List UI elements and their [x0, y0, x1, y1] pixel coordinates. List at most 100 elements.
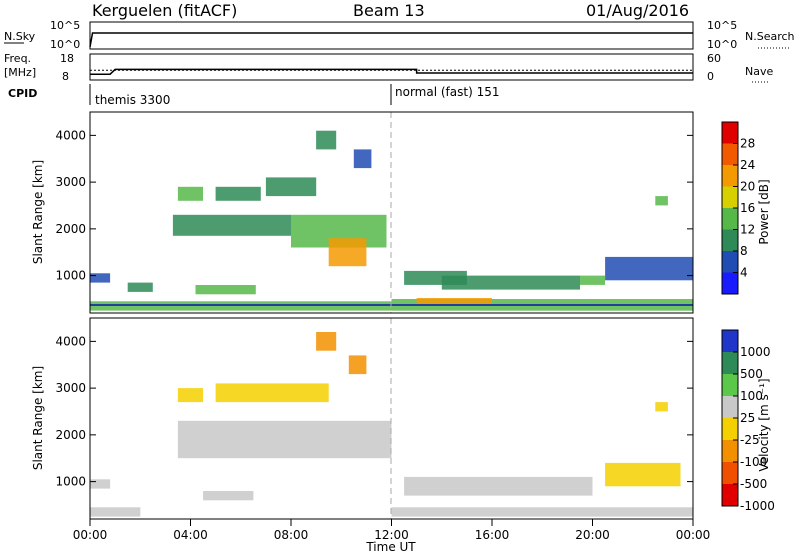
nave-tick-bottom: 0: [707, 70, 714, 83]
velocity-region-10: [605, 462, 681, 487]
power-colorbar-swatch-3: [722, 186, 738, 208]
cpid-label: CPID: [8, 87, 37, 100]
power-colorbar-tick-label-6: 4: [740, 266, 748, 280]
velocity-colorbar-swatch-4: [722, 418, 738, 440]
nsearch-label: N.Search: [745, 30, 795, 43]
xtick-label-1: 04:00: [173, 528, 208, 542]
freq-tick-bottom: 8: [62, 70, 69, 83]
nsky-tick-top: 10^5: [50, 19, 80, 32]
nave-label: Nave: [745, 65, 773, 78]
freq-strip-frame: [89, 53, 694, 81]
velocity-ytick-label-0: 1000: [55, 475, 86, 489]
time-x-axis: 00:00 04:00 08:00 12:00 16:00 20:00 00:00: [73, 519, 711, 542]
power-y-axis: 1000 2000 3000 4000: [55, 128, 693, 283]
power-region-7: [172, 214, 291, 236]
nsky-tick-bottom: 10^0: [50, 38, 80, 51]
power-panel-frame: [89, 111, 694, 314]
power-colorbar-tick-label-4: 12: [740, 223, 755, 237]
velocity-colorbar-swatch-2: [722, 374, 738, 396]
nsearch-tick-top: 10^5: [707, 19, 737, 32]
velocity-y-axis: 1000 2000 3000 4000: [55, 334, 693, 489]
velocity-colorbar-tick-label-1: 500: [740, 367, 763, 381]
cpid-mode-2: normal (fast) 151: [395, 85, 499, 99]
nave-tick-top: 60: [707, 52, 721, 65]
xtick-label-4: 16:00: [475, 528, 510, 542]
power-ytick-label-1: 2000: [55, 222, 86, 236]
velocity-colorbar-tick-label-2: 100: [740, 389, 763, 403]
xtick-label-3: 12:00: [374, 528, 409, 542]
velocity-region-3: [177, 388, 203, 403]
power-colorbar: 28 24 20 16 12 8 4: [721, 121, 755, 295]
velocity-ytick-label-1: 2000: [55, 428, 86, 442]
power-region-1: [90, 273, 111, 283]
velocity-region-9: [391, 507, 693, 517]
power-colorbar-swatch-4: [722, 208, 738, 230]
power-colorbar-tick-label-5: 8: [740, 244, 748, 258]
power-colorbar-tick-label-3: 16: [740, 201, 755, 215]
velocity-ytick-label-2: 3000: [55, 381, 86, 395]
power-region-4: [177, 186, 203, 201]
velocity-colorbar-tick-label-0: 1000: [740, 345, 771, 359]
velocity-colorbar-swatch-6: [722, 462, 738, 484]
power-region-16: [579, 275, 605, 285]
power-colorbar-swatch-1: [722, 143, 738, 165]
freq-series-line: [90, 68, 693, 75]
velocity-region-2: [203, 491, 254, 501]
power-ylabel: Slant Range [km]: [31, 160, 45, 264]
power-region-5: [215, 186, 261, 201]
nsky-label: N.Sky: [4, 30, 36, 43]
power-region-15: [441, 275, 580, 290]
power-ytick-label-3: 4000: [55, 128, 86, 142]
velocity-colorbar-swatch-7: [722, 484, 738, 506]
velocity-colorbar-tick-label-4: -25: [740, 433, 760, 447]
power-ytick-label-2: 3000: [55, 175, 86, 189]
velocity-colorbar: 1000 500 100 25 -25 -100 -500 -1000: [721, 329, 775, 513]
power-colorbar-swatch-2: [722, 165, 738, 187]
velocity-colorbar-swatch-5: [722, 440, 738, 462]
power-region-3: [195, 285, 256, 295]
xtick-label-0: 00:00: [73, 528, 108, 542]
xtick-label-2: 08:00: [274, 528, 309, 542]
freq-label: Freq.: [4, 52, 31, 65]
velocity-heatmap: [90, 332, 693, 517]
power-ytick-label-0: 1000: [55, 269, 86, 283]
velocity-colorbar-swatch-1: [722, 352, 738, 374]
velocity-colorbar-tick-label-5: -100: [740, 455, 767, 469]
date-title: 01/Aug/2016: [586, 1, 689, 20]
velocity-region-0: [90, 507, 141, 517]
velocity-region-8: [404, 476, 593, 496]
velocity-ytick-label-3: 4000: [55, 334, 86, 348]
velocity-region-7: [348, 355, 367, 375]
power-colorbar-swatch-7: [722, 272, 738, 294]
velocity-colorbar-swatch-0: [722, 330, 738, 352]
power-region-9: [328, 238, 367, 267]
power-region-18: [655, 196, 668, 206]
velocity-colorbar-tick-label-7: -1000: [740, 499, 775, 513]
power-region-2: [127, 282, 153, 292]
nsearch-tick-bottom: 10^0: [707, 38, 737, 51]
power-region-10: [316, 130, 337, 150]
xlabel: Time UT: [365, 540, 416, 554]
power-region-13: [416, 298, 492, 305]
velocity-region-4: [215, 383, 329, 403]
velocity-region-1: [90, 479, 111, 489]
velocity-colorbar-tick-label-6: -500: [740, 477, 767, 491]
power-colorbar-tick-label-1: 24: [740, 158, 755, 172]
power-region-17: [605, 256, 693, 281]
velocity-colorbar-tick-label-3: 25: [740, 411, 755, 425]
power-colorbar-swatch-5: [722, 229, 738, 251]
xtick-label-6: 00:00: [676, 528, 711, 542]
velocity-region-11: [655, 402, 668, 412]
cpid-mode-1: themis 3300: [95, 93, 170, 107]
power-colorbar-swatch-0: [722, 122, 738, 144]
velocity-colorbar-label: Velocity [m s⁻¹]: [757, 378, 771, 471]
beam-title: Beam 13: [353, 1, 425, 20]
nsky-strip-frame: [89, 21, 694, 50]
velocity-region-5: [177, 420, 392, 459]
power-colorbar-tick-label-2: 20: [740, 180, 755, 194]
power-colorbar-label: Power [dB]: [757, 179, 771, 244]
velocity-region-6: [316, 332, 337, 351]
freq-unit-label: [MHz]: [4, 66, 36, 79]
power-colorbar-swatch-6: [722, 251, 738, 273]
nsky-series-line: [89, 32, 693, 48]
